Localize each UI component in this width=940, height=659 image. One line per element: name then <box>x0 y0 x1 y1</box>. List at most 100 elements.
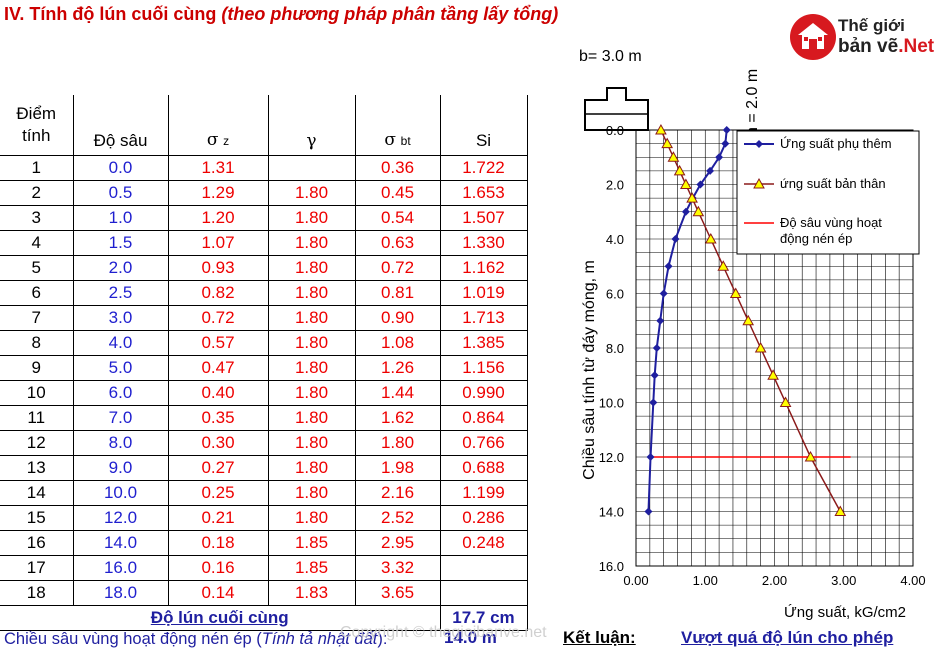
header-depth: Độ sâu <box>72 95 169 156</box>
cell-sigma-bt: 0.90 <box>354 305 441 331</box>
table-row: 18 18.0 0.14 1.83 3.65 <box>0 580 528 606</box>
point-sigma-z <box>664 262 673 271</box>
conclusion-value: Vượt quá độ lún cho phép <box>681 628 894 647</box>
cell-gamma: 1.80 <box>267 205 356 231</box>
cell-si: 0.286 <box>439 505 528 531</box>
point-sigma-z <box>706 166 715 175</box>
gamma-symbol: γ <box>306 131 317 151</box>
point-sigma-bt <box>717 260 730 271</box>
cell-si: 1.019 <box>439 280 528 306</box>
cell-point: 17 <box>0 555 74 581</box>
cell-depth: 12.0 <box>72 505 169 531</box>
cell-point: 18 <box>0 580 74 606</box>
cell-depth: 5.0 <box>72 355 169 381</box>
cell-sigma-z: 0.18 <box>167 530 269 556</box>
legend-entry-2: ứng suất bản thân <box>780 176 886 191</box>
cell-gamma: 1.85 <box>267 555 356 581</box>
point-sigma-bt <box>680 178 692 189</box>
header-point-a: Điểm <box>16 104 57 123</box>
section-title: IV. Tính độ lún cuối cùng (theo phương p… <box>4 4 558 25</box>
table-row: 9 5.0 0.47 1.80 1.26 1.156 <box>0 355 528 381</box>
plot-border <box>635 129 914 567</box>
active-depth-text: Chiều sâu vùng hoạt động nén ép ( <box>4 630 262 648</box>
point-sigma-bt <box>767 369 779 380</box>
cell-sigma-z: 0.72 <box>167 305 269 331</box>
x-tick-label: 2.00 <box>762 573 787 588</box>
cell-gamma: 1.83 <box>267 580 356 606</box>
title-main: IV. Tính độ lún cuối cùng <box>4 4 217 24</box>
copyright-watermark: Copyright © thegioibanve.net <box>340 624 547 641</box>
cell-sigma-bt: 0.81 <box>354 280 441 306</box>
settlement-table: Điểm tính Độ sâu σ z γ σ bt Si 1 0.0 1.31 0.… <box>0 95 528 631</box>
cell-sigma-z: 0.40 <box>167 380 269 406</box>
cell-point: 6 <box>0 280 74 306</box>
cell-depth: 2.5 <box>72 280 169 306</box>
table-row: 11 7.0 0.35 1.80 1.62 0.864 <box>0 405 528 431</box>
cell-si: 1.199 <box>439 480 528 506</box>
point-sigma-bt <box>686 192 698 203</box>
legend-marker-2 <box>753 177 765 189</box>
chart-axes: 0.00 1.00 2.00 3.00 4.00 0.0 2.0 4.0 6.0 8.0 10.0 1… <box>581 123 926 621</box>
point-sigma-z <box>656 316 665 325</box>
cell-gamma: 1.80 <box>267 230 356 256</box>
cell-gamma: 1.80 <box>267 405 356 431</box>
y-tick-label: 12.0 <box>599 450 624 465</box>
cell-depth: 14.0 <box>72 530 169 556</box>
title-sub: (theo phương pháp phân tầng lấy tổng) <box>221 4 559 24</box>
cell-point: 4 <box>0 230 74 256</box>
cell-sigma-bt: 0.45 <box>354 180 441 206</box>
site-logo[interactable]: Thế giới bản vẽ.Net <box>790 14 936 60</box>
cell-gamma: 1.80 <box>267 330 356 356</box>
cell-depth: 0.0 <box>72 155 169 181</box>
cell-sigma-z: 0.93 <box>167 255 269 281</box>
point-sigma-bt <box>704 232 717 244</box>
cell-si: 0.248 <box>439 530 528 556</box>
cell-sigma-z: 1.29 <box>167 180 269 206</box>
cell-si: 1.330 <box>439 230 528 256</box>
cell-sigma-bt: 1.44 <box>354 380 441 406</box>
cell-si: 0.864 <box>439 405 528 431</box>
table-row: 12 8.0 0.30 1.80 1.80 0.766 <box>0 430 528 456</box>
cell-sigma-bt: 1.08 <box>354 330 441 356</box>
x-tick-label: 4.00 <box>900 573 925 588</box>
cell-depth: 1.0 <box>72 205 169 231</box>
cell-sigma-bt: 2.52 <box>354 505 441 531</box>
cell-depth: 3.0 <box>72 305 169 331</box>
point-sigma-z <box>646 453 655 461</box>
cell-depth: 9.0 <box>72 455 169 481</box>
cell-gamma: 1.80 <box>267 255 356 281</box>
total-row: Độ lún cuối cùng 17.7 cm <box>0 605 528 631</box>
point-sigma-z <box>652 344 661 352</box>
active-depth-note: Tính tả nhật đất <box>261 630 378 648</box>
point-sigma-bt <box>779 396 792 407</box>
point-sigma-bt <box>834 505 847 516</box>
cell-si: 1.385 <box>439 330 528 356</box>
point-sigma-bt <box>742 314 755 326</box>
point-sigma-z <box>696 180 705 189</box>
cell-sigma-z: 1.31 <box>167 155 269 181</box>
table-row: 7 3.0 0.72 1.80 0.90 1.713 <box>0 305 528 331</box>
cell-point: 1 <box>0 155 74 181</box>
cell-si: 1.162 <box>439 255 528 281</box>
cell-sigma-z: 0.25 <box>167 480 269 506</box>
table-row: 4 1.5 1.07 1.80 0.63 1.330 <box>0 230 528 256</box>
cell-gamma: 1.80 <box>267 380 356 406</box>
cell-gamma: 1.80 <box>267 305 356 331</box>
table-row: 8 4.0 0.57 1.80 1.08 1.385 <box>0 330 528 356</box>
cell-point: 15 <box>0 505 74 531</box>
footing-depth-label: h = 2.0 m <box>744 69 761 136</box>
cell-sigma-bt: 1.26 <box>354 355 441 381</box>
cell-depth: 4.0 <box>72 330 169 356</box>
cell-si <box>439 555 528 581</box>
cell-si: 0.990 <box>439 380 528 406</box>
cell-sigma-bt: 0.63 <box>354 230 441 256</box>
stress-depth-chart: b= 3.0 m h = 2.0 m 0.00 1.00 2.00 3.00 4.000… <box>579 48 926 621</box>
cell-sigma-z: 0.47 <box>167 355 269 381</box>
y-tick-label: 10.0 <box>599 396 624 411</box>
y-tick-label: 8.0 <box>606 341 624 356</box>
cell-depth: 0.5 <box>72 180 169 206</box>
cell-gamma: 1.80 <box>267 505 356 531</box>
sigma-bt-symbol: σ <box>384 130 396 150</box>
cell-gamma: 1.80 <box>267 355 356 381</box>
y-tick-label: 14.0 <box>599 505 624 520</box>
